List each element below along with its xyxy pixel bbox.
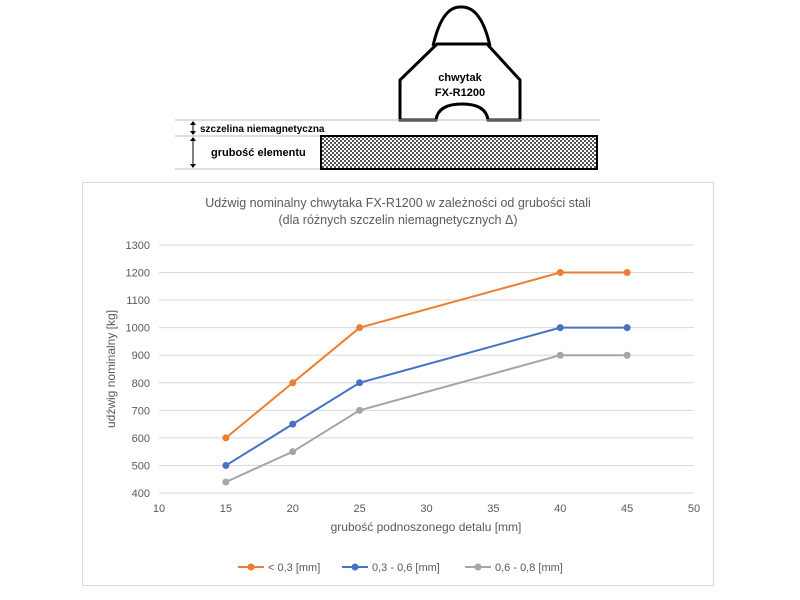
x-tick-label: 15 [220, 503, 232, 515]
legend-swatch-marker [474, 563, 482, 571]
chart-frame [82, 182, 714, 586]
legend-item: 0,6 - 0,8 [mm] [465, 562, 563, 574]
chart-subtitle: (dla różnych szczelin niemagnetycznych Δ… [278, 213, 517, 227]
x-tick-label: 45 [621, 503, 633, 515]
gripper-shape [398, 5, 522, 122]
gap-label: szczelina niemagnetyczna [200, 124, 325, 135]
y-tick-label: 900 [132, 350, 150, 362]
y-tick-label: 700 [132, 405, 150, 417]
legend-item: < 0,3 [mm] [238, 562, 320, 574]
legend-swatch-marker [247, 563, 255, 571]
data-point [222, 434, 230, 442]
x-tick-label: 25 [354, 503, 366, 515]
series-2 [222, 324, 631, 469]
data-point [356, 379, 364, 387]
series-1 [222, 269, 631, 442]
x-tick-label: 10 [153, 503, 165, 515]
thickness-label: grubość elementu [211, 147, 306, 159]
y-tick-label: 1000 [126, 323, 150, 335]
data-point [356, 406, 364, 414]
x-axis-label: grubość podnoszonego detalu [mm] [331, 520, 522, 534]
legend-label: 0,3 - 0,6 [mm] [372, 562, 440, 574]
data-point [556, 351, 564, 359]
data-point [556, 324, 564, 332]
legend-label: < 0,3 [mm] [268, 562, 320, 574]
x-tick-label: 35 [487, 503, 499, 515]
y-tick-labels: 400 500 600 700 800 900 1000 1100 1200 1300 [126, 240, 150, 500]
legend-swatch-marker [351, 563, 359, 571]
chart-title: Udźwig nominalny chwytaka FX-R1200 w zal… [205, 196, 591, 210]
x-tick-labels: 10 15 20 25 30 35 40 45 50 [153, 503, 700, 515]
y-tick-label: 800 [132, 378, 150, 390]
grid [159, 244, 694, 494]
y-tick-label: 400 [132, 488, 150, 500]
data-point [289, 448, 297, 456]
y-tick-label: 500 [132, 460, 150, 472]
y-tick-label: 600 [132, 433, 150, 445]
series-group [222, 269, 631, 486]
x-tick-label: 30 [420, 503, 432, 515]
gripper-label-line1: chwytak [438, 72, 482, 84]
data-point [556, 269, 564, 277]
series-line [225, 326, 628, 467]
x-tick-label: 50 [688, 503, 700, 515]
y-tick-label: 1300 [126, 240, 150, 252]
data-point [356, 324, 364, 332]
gripper-label-line2: FX-R1200 [435, 87, 485, 99]
capacity-chart: Udźwig nominalny chwytaka FX-R1200 w zal… [104, 196, 700, 574]
y-axis-label: udźwig nominalny [kg] [104, 310, 118, 428]
data-point [289, 420, 297, 428]
gripper-diagram: chwytak FX-R1200 szczelina niemagnetyczn… [175, 5, 600, 170]
legend-label: 0,6 - 0,8 [mm] [495, 562, 563, 574]
data-point [222, 478, 230, 486]
data-point [623, 351, 631, 359]
data-point [623, 324, 631, 332]
gap-dimension-arrow [190, 121, 196, 135]
x-tick-label: 40 [554, 503, 566, 515]
series-3 [222, 351, 631, 486]
data-point [222, 461, 230, 469]
data-point [623, 269, 631, 277]
legend: < 0,3 [mm] 0,3 - 0,6 [mm] 0,6 - 0,8 [mm] [238, 562, 563, 574]
legend-item: 0,3 - 0,6 [mm] [342, 562, 440, 574]
y-tick-label: 1200 [126, 268, 150, 280]
steel-element [320, 135, 598, 170]
series-line [225, 354, 628, 483]
y-tick-label: 1100 [126, 295, 150, 307]
data-point [289, 379, 297, 387]
thickness-dimension-arrow [190, 137, 196, 168]
x-tick-label: 20 [287, 503, 299, 515]
